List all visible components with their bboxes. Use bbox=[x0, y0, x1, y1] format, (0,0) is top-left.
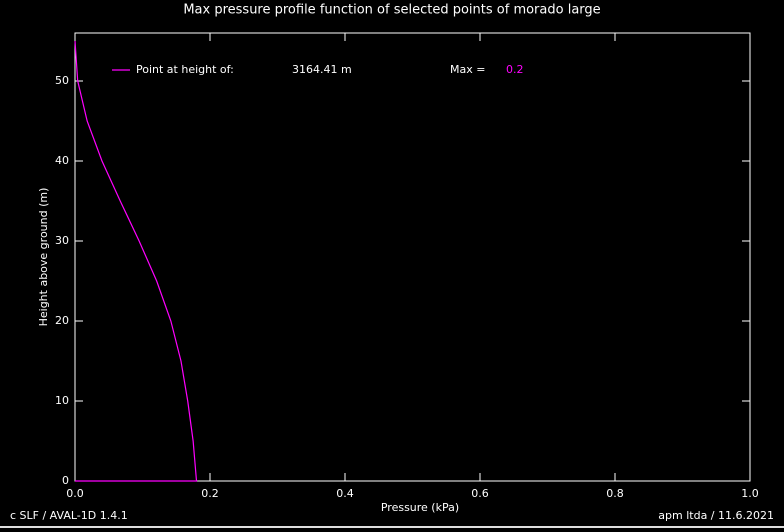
x-tick-label: 0.6 bbox=[471, 487, 489, 500]
legend-height: 3164.41 m bbox=[292, 63, 352, 76]
series-line bbox=[74, 40, 198, 482]
y-tick-label: 30 bbox=[55, 234, 69, 247]
y-tick-label: 40 bbox=[55, 154, 69, 167]
y-tick-label: 20 bbox=[55, 314, 69, 327]
plot-frame bbox=[74, 32, 751, 482]
y-axis-label: Height above ground (m) bbox=[37, 188, 50, 327]
x-axis-label: Pressure (kPa) bbox=[381, 501, 459, 514]
max-value: 0.2 bbox=[506, 63, 524, 76]
x-tick-label: 0.4 bbox=[336, 487, 354, 500]
y-tick-label: 0 bbox=[62, 474, 69, 487]
x-tick-label: 0.2 bbox=[201, 487, 219, 500]
x-tick-label: 0.8 bbox=[606, 487, 624, 500]
y-tick-label: 50 bbox=[55, 74, 69, 87]
max-label: Max = bbox=[450, 63, 485, 76]
chart-title: Max pressure profile function of selecte… bbox=[183, 3, 600, 18]
footer-left: c SLF / AVAL-1D 1.4.1 bbox=[10, 509, 128, 522]
legend-label: Point at height of: bbox=[136, 63, 234, 76]
x-tick-label: 0.0 bbox=[66, 487, 84, 500]
x-tick-label: 1.0 bbox=[741, 487, 759, 500]
y-tick-label: 10 bbox=[55, 394, 69, 407]
footer-right: apm ltda / 11.6.2021 bbox=[658, 509, 774, 522]
